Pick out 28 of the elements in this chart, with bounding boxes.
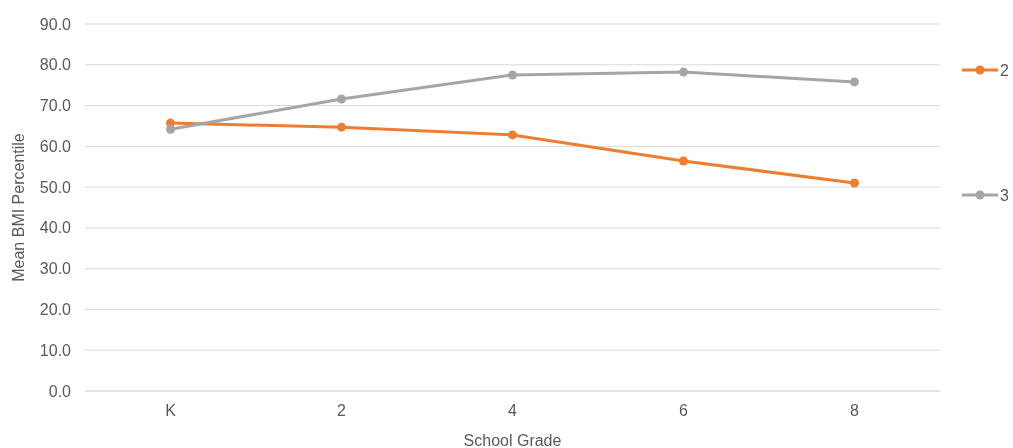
point xyxy=(679,67,688,77)
y-tick-label: 70.0 xyxy=(39,97,72,115)
y-tick-label: 30.0 xyxy=(39,260,72,278)
point xyxy=(337,94,346,104)
point xyxy=(166,124,175,134)
y-tick-label: 50.0 xyxy=(39,178,72,196)
point xyxy=(679,156,688,166)
legend-label: 3 xyxy=(1000,186,1009,204)
point xyxy=(850,178,859,188)
y-tick-label: 40.0 xyxy=(39,219,72,237)
point xyxy=(508,70,517,80)
x-tick-label: 6 xyxy=(679,402,689,419)
y-tick-label: 10.0 xyxy=(39,341,72,359)
y-tick-label: 0.0 xyxy=(48,382,72,400)
point xyxy=(850,77,859,87)
legend-label: 2 xyxy=(1000,61,1009,79)
x-axis-title: School Grade xyxy=(463,432,562,448)
y-axis-title: Mean BMI Percentile xyxy=(10,133,27,282)
y-tick-label: 90.0 xyxy=(39,15,72,33)
y-tick-label: 80.0 xyxy=(39,56,72,74)
point xyxy=(337,122,346,132)
x-tick-label: 4 xyxy=(508,402,518,419)
y-tick-label: 20.0 xyxy=(39,301,72,319)
x-tick-label: 2 xyxy=(337,402,347,419)
x-tick-label: 8 xyxy=(850,402,860,419)
point xyxy=(508,130,517,140)
x-tick-label: K xyxy=(165,402,177,419)
y-tick-label: 60.0 xyxy=(39,137,72,155)
